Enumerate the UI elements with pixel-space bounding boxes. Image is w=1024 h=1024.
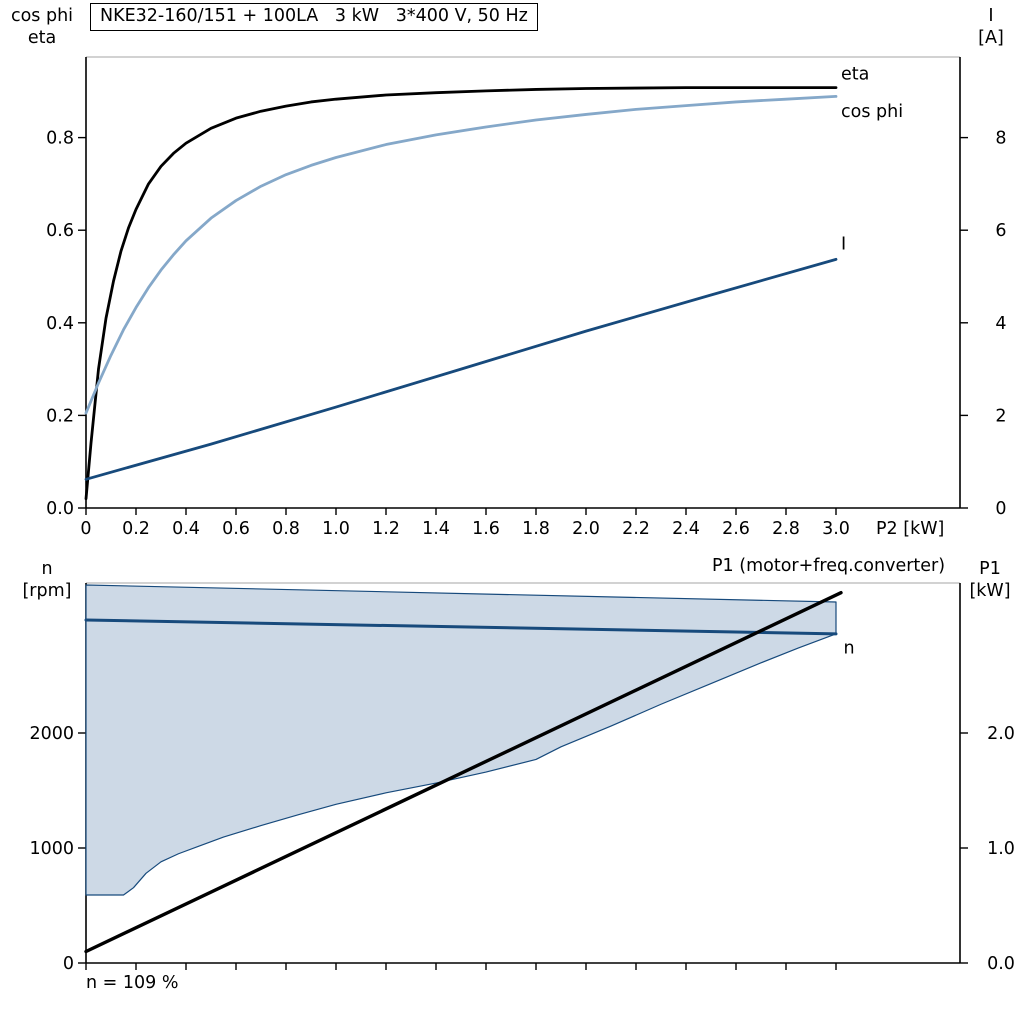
x-tick-label: 0.6 bbox=[222, 519, 250, 539]
curve-cos phi bbox=[84, 94, 838, 415]
right-tick-label: 0 bbox=[995, 499, 1006, 519]
curve-label-eta: eta bbox=[841, 64, 869, 84]
left-axis-title-top-chart: cos phi eta bbox=[4, 5, 80, 49]
current-axis-label: I bbox=[988, 6, 994, 26]
speed-power-chart: 0 1000 2000 0.0 1.0 2.0 n bbox=[29, 582, 1015, 974]
right-tick-label: 6 bbox=[995, 221, 1006, 241]
x-tick-label: 2.0 bbox=[572, 519, 600, 539]
eta-axis-label: eta bbox=[27, 28, 57, 48]
right-axis-title-top-chart: I [A] bbox=[962, 5, 1020, 49]
x-tick-label: 3.0 bbox=[822, 519, 850, 539]
x-tick-label: 1.0 bbox=[322, 519, 350, 539]
speed-axis-label: n bbox=[41, 559, 53, 579]
current-axis-unit: [A] bbox=[978, 28, 1004, 48]
left-tick-label: 0 bbox=[63, 954, 74, 974]
x-tick-label: 0 bbox=[80, 519, 91, 539]
x-tick-label: 2.8 bbox=[772, 519, 800, 539]
right-tick-label: 8 bbox=[995, 129, 1006, 149]
right-tick-label: 4 bbox=[995, 314, 1006, 334]
power-axis-unit: [kW] bbox=[969, 581, 1011, 601]
curve-label-cos phi: cos phi bbox=[841, 102, 903, 122]
x-tick-label: 0.4 bbox=[172, 519, 200, 539]
x-tick-label: 0.8 bbox=[272, 519, 300, 539]
power-axis-label: P1 bbox=[979, 559, 1001, 579]
curve-P1 bbox=[84, 591, 843, 954]
right-axis-title-bottom-chart: P1 [kW] bbox=[960, 558, 1020, 602]
motor-performance-chart: 0 0.2 0.4 0.6 0.8 1.0 1.2 1.4 1.6 1.8 2.0 2.2 2.4 2.6… bbox=[46, 56, 1007, 539]
cos-phi-axis-label: cos phi bbox=[10, 6, 74, 26]
left-tick-label: 0.0 bbox=[46, 499, 74, 519]
right-tick-label: 0.0 bbox=[987, 954, 1015, 974]
curve-n bbox=[84, 618, 838, 636]
right-tick-label: 2 bbox=[995, 406, 1006, 426]
left-tick-label: 1000 bbox=[29, 839, 74, 859]
x-tick-label: 1.4 bbox=[422, 519, 450, 539]
x-tick-label: 2.6 bbox=[722, 519, 750, 539]
curve-label-I: I bbox=[841, 235, 846, 255]
speed-percentage-label: n = 109 % bbox=[86, 973, 179, 993]
left-axis-title-bottom-chart: n [rpm] bbox=[14, 558, 80, 602]
left-tick-label: 2000 bbox=[29, 724, 74, 744]
right-tick-label: 1.0 bbox=[987, 839, 1015, 859]
x-tick-label: 1.6 bbox=[472, 519, 500, 539]
p1-curve-label: P1 (motor+freq.converter) bbox=[712, 556, 946, 576]
curve-I bbox=[84, 257, 838, 481]
x-tick-label: 2.4 bbox=[672, 519, 700, 539]
chart-title-box: NKE32-160/151 + 100LA 3 kW 3*400 V, 50 H… bbox=[90, 3, 538, 31]
x-tick-label: 1.8 bbox=[522, 519, 550, 539]
curve-eta bbox=[84, 86, 838, 501]
x-axis-label: P2 [kW] bbox=[876, 519, 945, 539]
left-tick-label: 0.4 bbox=[46, 314, 74, 334]
left-tick-label: 0.2 bbox=[46, 406, 74, 426]
right-tick-label: 2.0 bbox=[987, 724, 1015, 744]
x-tick-label: 1.2 bbox=[372, 519, 400, 539]
curve-label-n: n bbox=[844, 639, 855, 659]
left-tick-label: 0.6 bbox=[46, 221, 74, 241]
speed-axis-unit: [rpm] bbox=[22, 581, 72, 601]
x-tick-label: 0.2 bbox=[122, 519, 150, 539]
x-tick-label: 2.2 bbox=[622, 519, 650, 539]
speed-operating-range bbox=[85, 584, 837, 896]
left-tick-label: 0.8 bbox=[46, 129, 74, 149]
